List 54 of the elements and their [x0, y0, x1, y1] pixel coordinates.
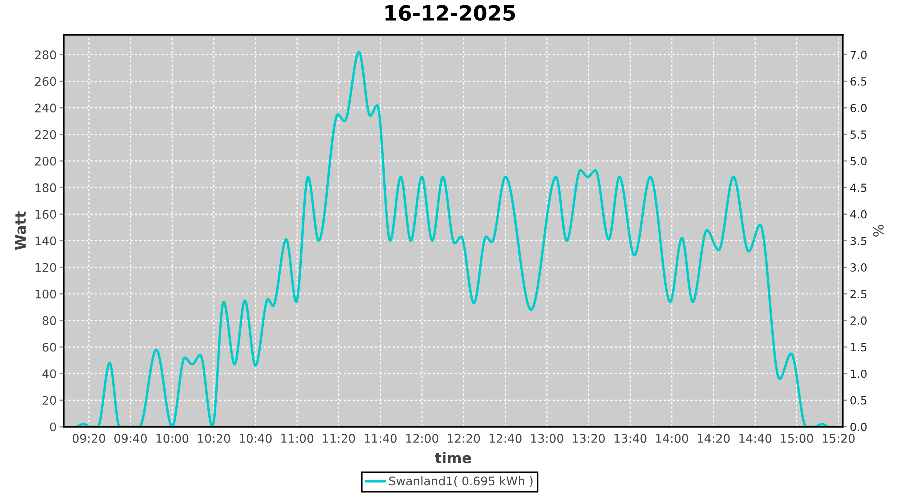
x-tick-label: 14:20 — [698, 434, 730, 444]
y-tick-label: 120 — [36, 263, 56, 272]
x-tick-label: 12:40 — [490, 434, 522, 444]
y-tick-label: 180 — [36, 184, 56, 192]
x-tick-label: 12:00 — [406, 434, 438, 444]
y2-tick-label: 3.0 — [850, 264, 867, 272]
y-tick-label: 40 — [42, 370, 56, 378]
x-tick-label: 13:00 — [531, 434, 564, 444]
y2-tick-label: 0.0 — [850, 422, 867, 432]
y-tick-label: 240 — [35, 104, 56, 113]
y2-tick-label: 5.0 — [850, 157, 867, 166]
x-tick-label: 09:20 — [72, 434, 106, 444]
x-tick-label: 10:40 — [240, 434, 272, 444]
x-tick-label: 12:20 — [448, 434, 480, 444]
x-axis-title: time — [435, 452, 472, 464]
y2-tick-label: 2.5 — [850, 290, 867, 298]
x-tick-label: 11:40 — [364, 434, 397, 444]
y2-tick-label: 4.5 — [850, 184, 867, 192]
x-tick-label: 10:00 — [156, 434, 189, 444]
y2-tick-label: 5.5 — [850, 130, 867, 140]
chart-title: 16-12-2025 — [386, 5, 516, 22]
x-tick-label: 14:00 — [656, 434, 688, 444]
x-tick-label: 13:20 — [573, 434, 606, 444]
y-tick-label: 140 — [36, 236, 56, 246]
y-tick-label: 60 — [42, 342, 56, 352]
x-tick-label: 14:40 — [740, 434, 772, 444]
y-tick-label: 200 — [35, 156, 56, 166]
y-tick-label: 80 — [42, 316, 56, 326]
y2-tick-label: 7.0 — [850, 50, 867, 60]
x-tick-label: 15:20 — [822, 434, 855, 444]
y-axis-title: Watt — [15, 212, 26, 250]
x-tick-label: 13:40 — [614, 434, 647, 444]
y-tick-label: 20 — [42, 396, 56, 406]
y2-tick-label: 6.0 — [850, 104, 867, 112]
y-tick-label: 220 — [35, 130, 56, 140]
y-tick-label: 100 — [36, 290, 56, 299]
y2-tick-label: 1.0 — [851, 370, 867, 378]
x-tick-label: 09:40 — [114, 434, 148, 444]
x-tick-label: 10:20 — [198, 434, 230, 444]
y2-tick-label: 2.0 — [850, 316, 867, 326]
x-tick-label: 11:00 — [282, 434, 314, 444]
y2-axis-title: % — [873, 225, 884, 237]
legend-label: Swanland1( 0.695 kWh ) — [389, 476, 533, 488]
y2-tick-label: 0.5 — [850, 396, 867, 405]
y2-tick-label: 1.5 — [851, 343, 867, 352]
y2-tick-label: 6.5 — [850, 77, 867, 86]
x-tick-label: 15:00 — [781, 434, 814, 444]
y-tick-label: 0 — [50, 422, 56, 432]
y-tick-label: 160 — [36, 210, 56, 220]
y2-tick-label: 3.5 — [850, 236, 867, 246]
y-tick-label: 260 — [35, 77, 56, 86]
y-tick-label: 280 — [35, 50, 56, 60]
y2-tick-label: 4.0 — [850, 210, 867, 219]
x-tick-label: 11:20 — [323, 434, 356, 444]
